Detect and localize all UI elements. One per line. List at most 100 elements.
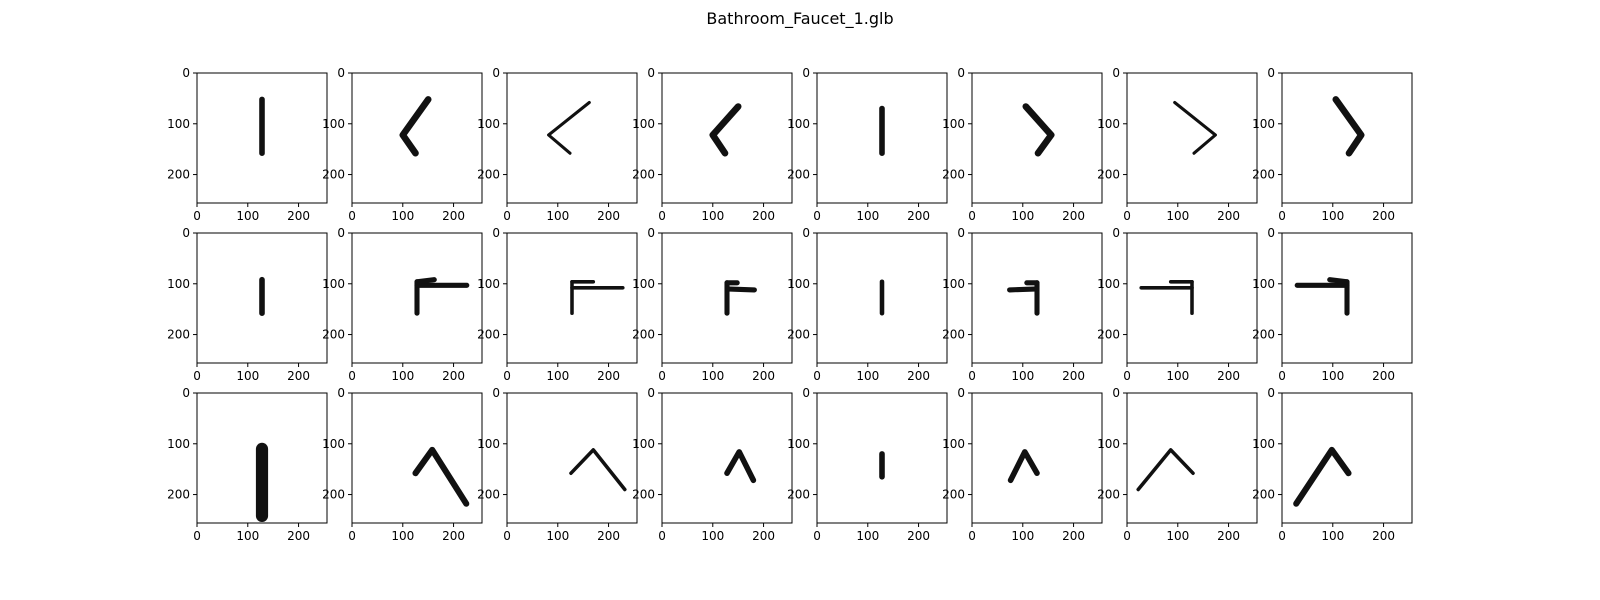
y-tick-label: 0 — [957, 386, 965, 400]
x-tick-label: 100 — [391, 369, 414, 383]
x-tick-label: 200 — [287, 529, 310, 543]
x-tick-label: 0 — [1278, 209, 1286, 223]
panel: 0 100 200 0 100 200 — [1252, 386, 1413, 543]
x-tick-label: 0 — [1123, 369, 1131, 383]
faucet-render — [1294, 277, 1350, 316]
y-tick-label: 200 — [322, 168, 345, 182]
panel-grid: 0 100 200 0 100 200 0 100 200 0 100 200 0 100 200 0 100 2… — [167, 66, 1413, 543]
panel: 0 100 200 0 100 200 — [322, 66, 483, 223]
x-tick-label: 100 — [1011, 369, 1034, 383]
panel: 0 100 200 0 100 200 — [1252, 226, 1413, 383]
x-tick-label: 0 — [193, 369, 201, 383]
faucet-silhouette — [709, 103, 742, 157]
x-tick-label: 100 — [1321, 209, 1344, 223]
panel: 0 100 200 0 100 200 — [167, 226, 328, 383]
faucet-render — [1332, 96, 1365, 157]
x-tick-label: 200 — [752, 369, 775, 383]
y-tick-label: 0 — [957, 226, 965, 240]
x-tick-label: 200 — [597, 529, 620, 543]
panel-frame — [1126, 392, 1258, 524]
y-tick-label: 200 — [477, 488, 500, 502]
x-tick-label: 100 — [236, 209, 259, 223]
y-tick-label: 100 — [787, 117, 810, 131]
x-tick-label: 0 — [1278, 529, 1286, 543]
x-tick-label: 100 — [1166, 209, 1189, 223]
y-tick-label: 100 — [167, 117, 190, 131]
y-tick-label: 200 — [322, 488, 345, 502]
panel: 0 100 200 0 100 200 — [787, 226, 948, 383]
panel: 0 100 200 0 100 200 — [477, 226, 638, 383]
y-tick-label: 0 — [802, 66, 810, 80]
y-tick-label: 200 — [167, 168, 190, 182]
x-tick-label: 200 — [1062, 529, 1085, 543]
y-tick-label: 200 — [477, 328, 500, 342]
y-tick-label: 100 — [1252, 437, 1275, 451]
y-tick-label: 0 — [1112, 386, 1120, 400]
x-tick-label: 100 — [1321, 369, 1344, 383]
panel: 0 100 200 0 100 200 — [1097, 226, 1258, 383]
y-tick-label: 0 — [492, 226, 500, 240]
y-tick-label: 200 — [632, 488, 655, 502]
y-tick-label: 0 — [337, 226, 345, 240]
y-tick-label: 100 — [632, 437, 655, 451]
x-tick-label: 0 — [658, 529, 666, 543]
faucet-silhouette — [399, 96, 432, 157]
panel: 0 100 200 0 100 200 — [477, 66, 638, 223]
x-tick-label: 0 — [503, 529, 511, 543]
x-tick-label: 100 — [856, 369, 879, 383]
faucet-render — [414, 277, 470, 316]
y-tick-label: 0 — [1112, 226, 1120, 240]
panel-frame — [661, 72, 793, 204]
panel-frame — [1281, 392, 1413, 524]
x-tick-label: 200 — [1062, 209, 1085, 223]
panel-frame — [1281, 232, 1413, 364]
x-tick-label: 0 — [1278, 369, 1286, 383]
panel-frame — [351, 72, 483, 204]
y-tick-label: 200 — [787, 328, 810, 342]
faucet-render — [1173, 100, 1217, 155]
panel: 0 100 200 0 100 200 — [787, 66, 948, 223]
panel: 0 100 200 0 100 200 — [942, 226, 1103, 383]
y-tick-label: 0 — [1267, 226, 1275, 240]
x-tick-label: 200 — [442, 369, 465, 383]
y-tick-label: 100 — [477, 437, 500, 451]
x-tick-label: 0 — [813, 529, 821, 543]
x-tick-label: 0 — [193, 529, 201, 543]
x-tick-label: 0 — [503, 369, 511, 383]
y-tick-label: 100 — [167, 277, 190, 291]
x-tick-label: 200 — [752, 529, 775, 543]
panel: 0 100 200 0 100 200 — [1097, 386, 1258, 543]
y-tick-label: 100 — [1097, 277, 1120, 291]
x-tick-label: 0 — [1123, 529, 1131, 543]
x-tick-label: 200 — [907, 369, 930, 383]
y-tick-label: 200 — [942, 168, 965, 182]
faucet-render — [547, 100, 591, 155]
faucet-render — [724, 280, 757, 316]
faucet-render — [1007, 280, 1040, 316]
panel: 0 100 200 0 100 200 — [167, 386, 328, 543]
x-tick-label: 0 — [658, 369, 666, 383]
x-tick-label: 200 — [442, 529, 465, 543]
y-tick-label: 200 — [1097, 168, 1120, 182]
x-tick-label: 200 — [1217, 369, 1240, 383]
y-tick-label: 200 — [1097, 328, 1120, 342]
x-tick-label: 100 — [1321, 529, 1344, 543]
x-tick-label: 200 — [597, 369, 620, 383]
x-tick-label: 200 — [1372, 529, 1395, 543]
x-tick-label: 100 — [701, 369, 724, 383]
y-tick-label: 0 — [182, 386, 190, 400]
faucet-silhouette — [1136, 448, 1195, 492]
faucet-silhouette — [724, 449, 757, 484]
y-tick-label: 200 — [1252, 168, 1275, 182]
x-tick-label: 0 — [1123, 209, 1131, 223]
panel: 0 100 200 0 100 200 — [1097, 66, 1258, 223]
x-tick-label: 100 — [546, 529, 569, 543]
figure-title: Bathroom_Faucet_1.glb — [706, 9, 893, 29]
x-tick-label: 100 — [391, 529, 414, 543]
faucet-silhouette — [1293, 446, 1352, 507]
y-tick-label: 100 — [322, 117, 345, 131]
y-tick-label: 0 — [182, 66, 190, 80]
y-tick-label: 200 — [632, 168, 655, 182]
y-tick-label: 100 — [787, 437, 810, 451]
